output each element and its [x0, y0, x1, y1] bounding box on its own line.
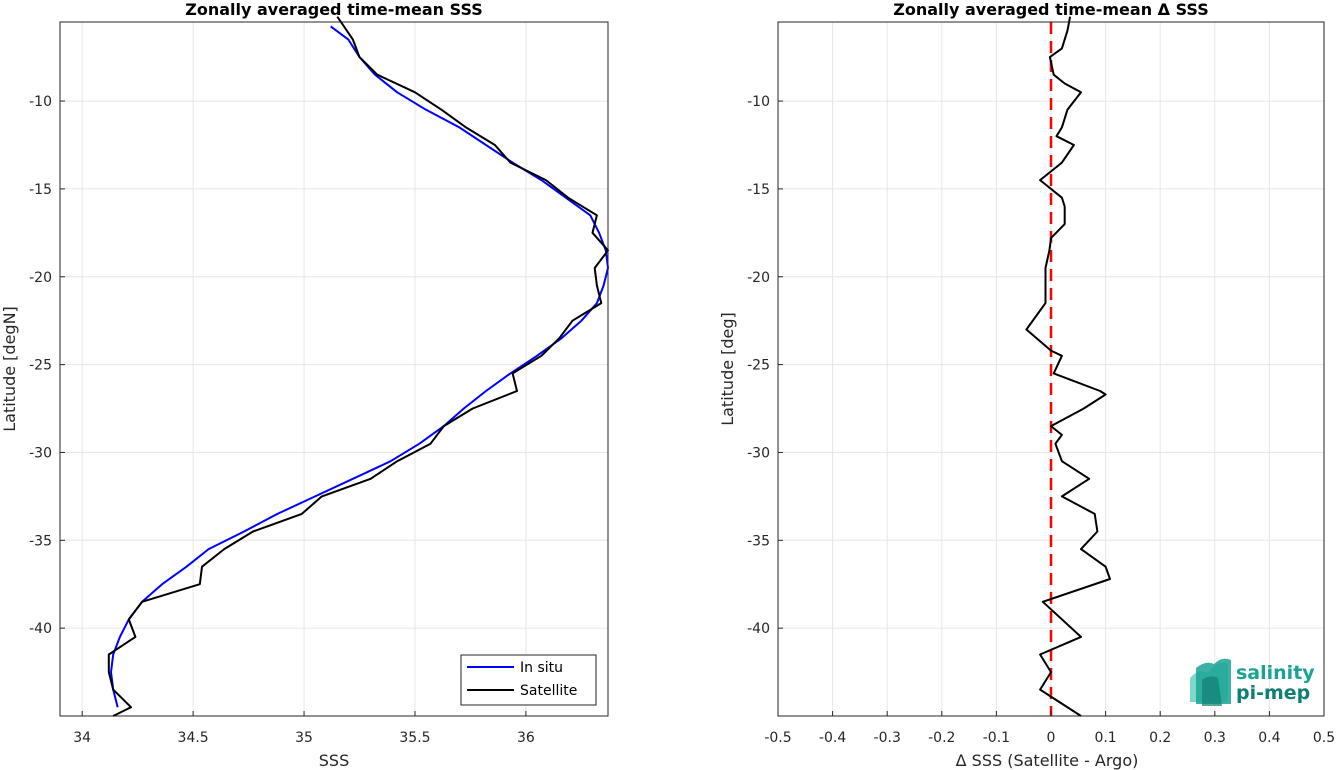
y-tick-label: -30	[747, 445, 770, 461]
right-chart-panel: -0.5 -0.4 -0.3 -0.2 -0.1 0 0.1 0.2 0.3 0.4 0.5 -10 -…	[718, 0, 1335, 770]
y-tick-label: -40	[747, 621, 770, 637]
right-series-group	[1025, 16, 1111, 717]
series-line-satellite	[107, 16, 609, 717]
left-series-group	[107, 16, 609, 717]
logo-wave-icon-3	[1202, 676, 1222, 706]
logo-text-pi-mep: pi-mep	[1236, 682, 1310, 704]
x-tick-label: -0.3	[874, 730, 901, 746]
y-tick-label: -25	[747, 358, 770, 374]
legend: In situ Satellite	[460, 654, 597, 706]
left-axes-box	[59, 21, 609, 717]
y-tick-label: -15	[747, 182, 770, 198]
left-grid	[60, 22, 608, 716]
salinity-pi-mep-logo: salinity pi-mep	[1190, 658, 1315, 706]
x-tick-label: -0.5	[764, 730, 791, 746]
y-tick-label: -10	[29, 94, 52, 110]
x-tick-label: 35	[295, 730, 313, 746]
left-chart-title: Zonally averaged time-mean SSS	[185, 0, 483, 19]
y-tick-label: -20	[29, 270, 52, 286]
y-tick-label: -35	[29, 533, 52, 549]
y-tick-label: -40	[29, 621, 52, 637]
left-y-axis-label: Latitude [degN]	[0, 306, 19, 432]
x-tick-label: 34	[73, 730, 91, 746]
y-tick-label: -15	[29, 182, 52, 198]
series-line-delta-sss	[1025, 16, 1111, 717]
x-tick-label: 36	[517, 730, 535, 746]
x-tick-label: -0.2	[928, 730, 955, 746]
right-ticks: -0.5 -0.4 -0.3 -0.2 -0.1 0 0.1 0.2 0.3 0.4 0.5 -10 -…	[747, 94, 1335, 746]
right-chart-title: Zonally averaged time-mean Δ SSS	[893, 0, 1209, 19]
legend-label-in-situ: In situ	[520, 660, 563, 676]
y-tick-label: -30	[29, 445, 52, 461]
y-tick-label: -10	[747, 94, 770, 110]
y-tick-label: -25	[29, 358, 52, 374]
x-tick-label: 0.1	[1094, 730, 1116, 746]
x-tick-label: 0.3	[1204, 730, 1226, 746]
left-x-axis-label: SSS	[319, 751, 349, 770]
x-tick-label: 0.2	[1149, 730, 1171, 746]
series-line-in-situ	[110, 25, 609, 708]
y-tick-label: -20	[747, 270, 770, 286]
right-x-axis-label: Δ SSS (Satellite - Argo)	[956, 751, 1139, 770]
left-chart-panel: 34 34.5 35 35.5 36 -10 -15 -20 -25 -30 -35 -40 Zona…	[0, 0, 609, 770]
logo-text-salinity: salinity	[1236, 662, 1315, 684]
right-y-axis-label: Latitude [deg]	[718, 312, 737, 426]
x-tick-label: 0.4	[1258, 730, 1280, 746]
legend-box	[460, 654, 597, 706]
legend-label-satellite: Satellite	[520, 683, 577, 699]
x-tick-label: 34.5	[178, 730, 209, 746]
y-tick-label: -35	[747, 533, 770, 549]
x-tick-label: 0	[1047, 730, 1056, 746]
x-tick-label: 0.5	[1313, 730, 1335, 746]
x-tick-label: -0.4	[819, 730, 846, 746]
left-ticks: 34 34.5 35 35.5 36 -10 -15 -20 -25 -30 -35 -40	[29, 94, 535, 746]
x-tick-label: 35.5	[399, 730, 430, 746]
x-tick-label: -0.1	[983, 730, 1010, 746]
